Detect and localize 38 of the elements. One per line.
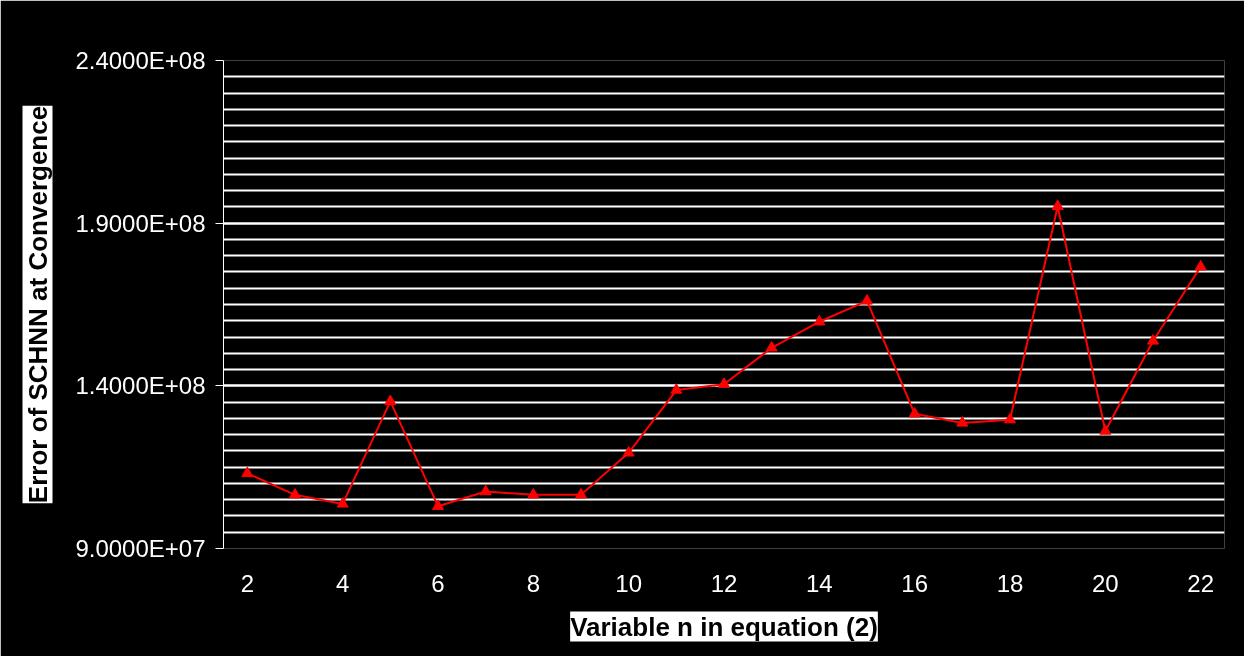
x-tick-label: 2 — [240, 569, 255, 597]
point — [575, 487, 587, 499]
point — [861, 294, 873, 305]
x-tick-label: 12 — [710, 569, 738, 597]
point — [670, 383, 683, 394]
point — [289, 487, 301, 499]
point — [336, 497, 349, 508]
point — [813, 314, 826, 326]
x-tick-label: 4 — [335, 569, 350, 597]
x-tick-label: 18 — [996, 569, 1024, 597]
x-tick-label: 8 — [526, 569, 541, 597]
point — [765, 340, 778, 352]
point — [1004, 412, 1016, 424]
point — [384, 394, 397, 406]
x-axis-title: Variable n in equation (2) — [570, 611, 878, 642]
y-tick-label: 1.4000E+08 — [75, 372, 206, 400]
y-tick-label: 1.9000E+08 — [75, 209, 206, 237]
point — [1194, 259, 1207, 271]
point — [956, 416, 969, 427]
x-tick-label: 10 — [615, 569, 643, 597]
x-tick-label: 14 — [805, 569, 833, 597]
x-tick-label: 20 — [1091, 569, 1119, 597]
x-tick-label: 16 — [901, 569, 929, 597]
point — [1099, 424, 1112, 435]
y-tick-label: 9.0000E+07 — [75, 535, 206, 562]
y-tick-label: 2.4000E+08 — [75, 47, 206, 74]
point — [527, 487, 540, 499]
point — [432, 499, 444, 510]
point — [1051, 199, 1064, 210]
point — [718, 377, 730, 388]
point — [622, 446, 635, 457]
y-axis-title: Error of SCHNN at Convergence — [22, 105, 53, 504]
point — [241, 466, 254, 478]
x-tick-label: 6 — [431, 569, 445, 597]
point — [479, 484, 492, 496]
x-tick-label: 22 — [1187, 569, 1215, 597]
point — [1147, 334, 1159, 345]
point — [908, 406, 921, 418]
